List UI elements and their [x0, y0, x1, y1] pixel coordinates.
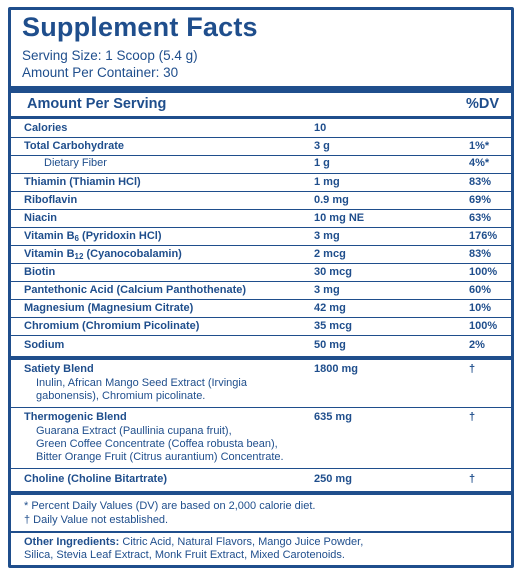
footnote-dv: * Percent Daily Values (DV) are based on… [24, 500, 316, 512]
blend-amount: 1800 mg [314, 363, 359, 375]
row-divider [11, 335, 511, 336]
row-divider [11, 468, 511, 469]
nutrient-amount: 250 mg [314, 473, 352, 485]
nutrient-name: Magnesium (Magnesium Citrate) [24, 302, 194, 314]
blend-ingredients: gabonensis), Chromium picolinate. [36, 390, 206, 402]
nutrient-amount: 50 mg [314, 339, 346, 351]
nutrient-name: Vitamin B12 (Cyanocobalamin) [24, 248, 182, 261]
nutrient-dv: 4%* [469, 157, 490, 169]
nutrient-amount: 1 g [314, 157, 330, 169]
nutrient-amount: 35 mcg [314, 320, 352, 332]
nutrient-amount: 3 mg [314, 230, 340, 242]
nutrient-name: Dietary Fiber [44, 157, 107, 169]
row-divider [11, 317, 511, 318]
nutrient-name: Biotin [24, 266, 56, 278]
blend-ingredients: Guarana Extract (Paullinia cupana fruit)… [36, 425, 232, 437]
panel-title: Supplement Facts [22, 12, 258, 42]
other-ingredients: Other Ingredients: Citric Acid, Natural … [24, 536, 364, 548]
row-divider [11, 191, 511, 192]
nutrient-dv: † [469, 473, 476, 485]
nutrient-amount: 3 mg [314, 284, 340, 296]
nutrient-amount: 2 mcg [314, 248, 346, 260]
row-divider [11, 299, 511, 300]
nutrient-dv: 2% [469, 339, 485, 351]
nutrient-amount: 0.9 mg [314, 194, 349, 206]
blend-amount: 635 mg [314, 411, 352, 423]
nutrient-name: Calories [24, 122, 68, 134]
nutrient-amount: 30 mcg [314, 266, 352, 278]
blend-ingredients: Green Coffee Concentrate (Coffea robusta… [36, 438, 278, 450]
nutrient-name: Choline (Choline Bitartrate) [24, 473, 168, 485]
nutrient-amount: 3 g [314, 140, 330, 152]
nutrient-name: Vitamin B6 (Pyridoxin HCl) [24, 230, 162, 243]
nutrient-dv: 176% [469, 230, 498, 242]
blend-dv: † [469, 363, 476, 375]
row-divider [11, 245, 511, 246]
header-divider [11, 116, 511, 119]
nutrient-dv: 83% [469, 248, 492, 260]
blend-name: Satiety Blend [24, 363, 94, 375]
nutrient-dv: 100% [469, 266, 498, 278]
nutrient-name: Chromium (Chromium Picolinate) [24, 320, 200, 332]
blend-dv: † [469, 411, 476, 423]
serving-size: Serving Size: 1 Scoop (5.4 g) [22, 48, 198, 63]
nutrient-name: Riboflavin [24, 194, 78, 206]
row-divider [11, 407, 511, 408]
nutrient-dv: 63% [469, 212, 492, 224]
amount-per-container: Amount Per Container: 30 [22, 65, 179, 80]
nutrient-amount: 10 [314, 122, 327, 134]
footnote-dagger: † Daily Value not established. [24, 514, 169, 526]
row-divider [11, 531, 511, 533]
row-divider [11, 137, 511, 138]
nutrient-name: Sodium [24, 339, 65, 351]
supplement-facts-panel: Supplement Facts Serving Size: 1 Scoop (… [8, 7, 514, 568]
row-divider [11, 173, 511, 174]
dv-heading: %DV [466, 96, 500, 112]
nutrient-dv: 69% [469, 194, 492, 206]
nutrient-name: Pantethonic Acid (Calcium Panthothenate) [24, 284, 247, 296]
nutrient-name: Total Carbohydrate [24, 140, 125, 152]
nutrient-dv: 1%* [469, 140, 490, 152]
other-ingredients-label: Other Ingredients: [24, 536, 120, 548]
thick-divider [11, 86, 511, 93]
blend-name: Thermogenic Blend [24, 411, 127, 423]
nutrient-amount: 42 mg [314, 302, 346, 314]
nutrient-dv: 83% [469, 176, 492, 188]
nutrient-amount: 1 mg [314, 176, 340, 188]
row-divider [11, 155, 511, 156]
nutrient-name: Niacin [24, 212, 58, 224]
thick-divider [11, 491, 511, 495]
row-divider [11, 209, 511, 210]
nutrient-dv: 10% [469, 302, 492, 314]
blend-ingredients: Bitter Orange Fruit (Citrus aurantium) C… [36, 451, 284, 463]
row-divider [11, 227, 511, 228]
row-divider [11, 281, 511, 282]
nutrient-name: Thiamin (Thiamin HCl) [24, 176, 141, 188]
row-divider [11, 263, 511, 264]
nutrient-dv: 60% [469, 284, 492, 296]
blend-ingredients: Inulin, African Mango Seed Extract (Irvi… [36, 377, 247, 389]
thick-divider [11, 356, 511, 360]
amount-per-serving-heading: Amount Per Serving [27, 96, 167, 112]
nutrient-dv: 100% [469, 320, 498, 332]
other-ingredients-line: Silica, Stevia Leaf Extract, Monk Fruit … [24, 549, 345, 561]
nutrient-amount: 10 mg NE [314, 212, 365, 224]
